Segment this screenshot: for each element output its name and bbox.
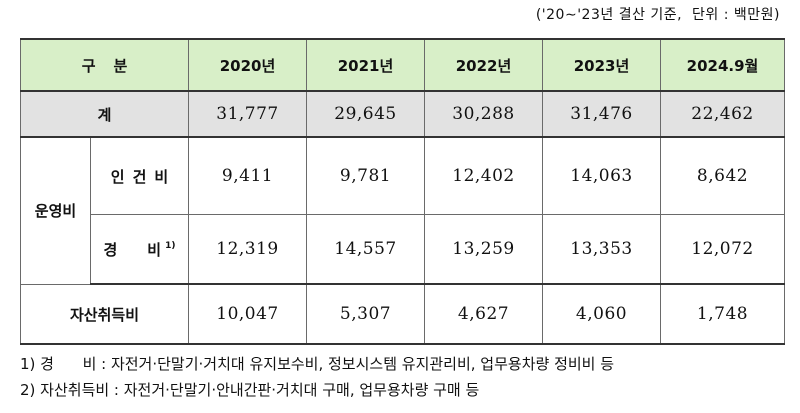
unit-note: ('20∼'23년 결산 기준, 단위 : 백만원) <box>535 7 780 23</box>
header-year: 2023년 <box>542 38 662 92</box>
total-value: 31,777 <box>188 90 308 138</box>
total-row: 계 31,777 29,645 30,288 31,476 22,462 <box>19 90 786 138</box>
asset-label: 자산취득비 <box>19 283 190 345</box>
expenses-label-cell: 경비1) <box>89 214 192 285</box>
footnotes: 1) 경 비 : 자전거·단말기·거치대 유지보수비, 정보시스템 유지관리비,… <box>20 351 614 403</box>
expenses-label: 경비 <box>103 240 192 259</box>
header-row: 구분 2020년 2021년 2022년 2023년 2024.9월 <box>19 38 786 92</box>
expenses-value: 12,319 <box>188 214 308 285</box>
asset-value: 1,748 <box>660 283 786 345</box>
expenses-value: 13,353 <box>542 214 662 285</box>
personnel-value: 8,642 <box>660 136 786 215</box>
personnel-label: 인건비 <box>89 136 190 215</box>
personnel-row: 운영비 인건비 9,411 9,781 12,402 14,063 8,642 <box>20 136 786 285</box>
header-year: 2020년 <box>188 38 308 92</box>
personnel-value: 12,402 <box>424 136 544 215</box>
asset-row: 자산취득비 10,047 5,307 4,627 4,060 1,748 <box>19 283 786 345</box>
asset-value: 4,060 <box>542 283 662 345</box>
budget-table: 구분 2020년 2021년 2022년 2023년 2024.9월 계 31,… <box>19 38 786 345</box>
header-year: 2021년 <box>306 38 426 92</box>
total-value: 31,476 <box>542 90 662 138</box>
expenses-value: 13,259 <box>424 214 544 285</box>
expenses-value: 12,072 <box>660 214 786 285</box>
footnote-mark: 1) <box>165 240 176 251</box>
header-year: 2024.9월 <box>660 38 786 92</box>
total-value: 30,288 <box>424 90 544 138</box>
expenses-value: 14,557 <box>306 214 426 285</box>
footnote: 2) 자산취득비 : 자전거·단말기·안내간판·거치대 구매, 업무용차량 구매… <box>20 381 480 399</box>
total-value: 29,645 <box>306 90 426 138</box>
header-year: 2022년 <box>424 38 544 92</box>
total-label: 계 <box>19 90 190 138</box>
asset-value: 5,307 <box>306 283 426 345</box>
asset-value: 10,047 <box>188 283 308 345</box>
personnel-value: 9,781 <box>306 136 426 215</box>
footnote: 1) 경 비 : 자전거·단말기·거치대 유지보수비, 정보시스템 유지관리비,… <box>20 355 615 373</box>
personnel-value: 9,411 <box>188 136 308 215</box>
total-value: 22,462 <box>660 90 786 138</box>
expenses-row: 경비1) 12,319 14,557 13,259 13,353 12,072 <box>21 214 786 285</box>
personnel-value: 14,063 <box>542 136 662 215</box>
header-division: 구분 <box>19 38 190 92</box>
operating-group-label: 운영비 <box>20 136 91 285</box>
asset-value: 4,627 <box>424 283 544 345</box>
